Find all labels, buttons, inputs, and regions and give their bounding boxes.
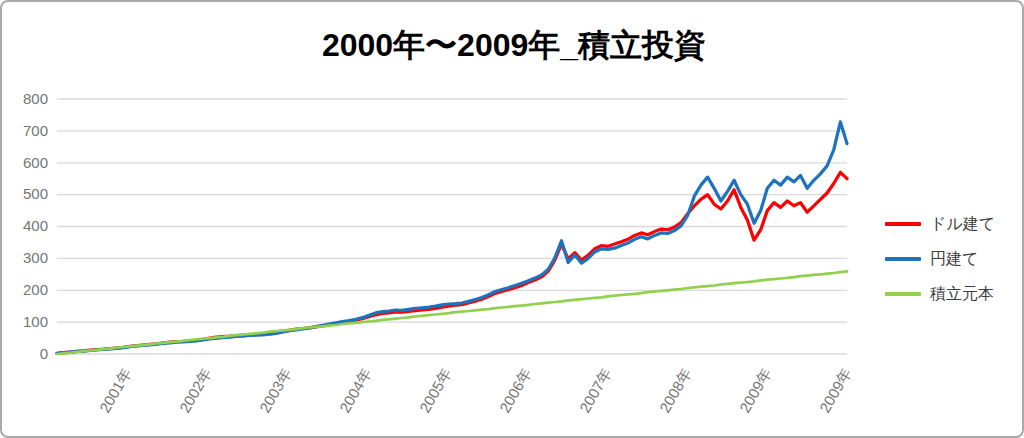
legend-label-dollar: ドル建て <box>930 214 995 235</box>
legend-label-principal: 積立元本 <box>930 284 994 305</box>
gridlines <box>57 99 847 354</box>
y-axis-label-700: 700 <box>2 122 48 140</box>
y-axis-label-500: 500 <box>2 185 48 203</box>
y-axis-label-0: 0 <box>2 345 48 363</box>
y-axis-label-100: 100 <box>2 313 48 331</box>
legend-item-dollar: ドル建て <box>885 212 995 236</box>
principal-series-line <box>57 271 847 354</box>
chart-legend: ドル建て 円建て 積立元本 <box>885 212 995 317</box>
legend-item-yen: 円建て <box>885 247 995 271</box>
dollar-line-swatch <box>885 222 921 226</box>
chart-canvas <box>2 2 1024 438</box>
principal-line-swatch <box>885 292 921 296</box>
dollar-series-line <box>57 172 847 353</box>
y-axis-label-200: 200 <box>2 281 48 299</box>
chart-frame: 2000年〜2009年_積立投資 800 700 600 500 400 300… <box>0 0 1024 438</box>
yen-series-line <box>57 122 847 354</box>
series-lines <box>57 122 847 354</box>
legend-label-yen: 円建て <box>930 249 978 270</box>
y-axis-label-600: 600 <box>2 154 48 172</box>
y-axis-label-400: 400 <box>2 217 48 235</box>
y-axis-label-800: 800 <box>2 90 48 108</box>
legend-item-principal: 積立元本 <box>885 282 995 306</box>
y-axis-label-300: 300 <box>2 249 48 267</box>
yen-line-swatch <box>885 257 921 261</box>
